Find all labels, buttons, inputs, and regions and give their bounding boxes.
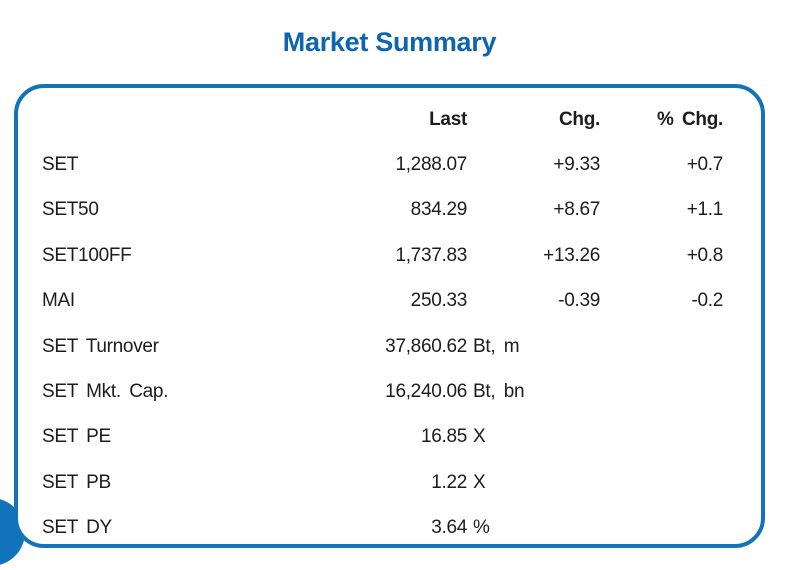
- chg-value: +8.67: [553, 199, 600, 221]
- pct-chg-value: +1.1: [686, 199, 724, 221]
- last-value: 834.29: [410, 199, 468, 221]
- row-label: SET PE: [42, 426, 111, 448]
- market-summary-card: Last Chg. % Chg. SET 1,288.07 +9.33 +0.7…: [14, 84, 765, 548]
- table-row: SET PB 1.22 X: [18, 460, 761, 505]
- table-row: MAI 250.33 -0.39 -0.2: [18, 279, 761, 324]
- last-value: 250.33: [410, 290, 468, 312]
- last-value: 1,288.07: [395, 154, 467, 176]
- chg-value: +9.33: [553, 154, 600, 176]
- row-label: SET100FF: [42, 244, 132, 266]
- row-label: SET Turnover: [42, 335, 159, 357]
- chg-value: -0.39: [558, 290, 600, 312]
- last-unit: %: [473, 517, 490, 539]
- page-title: Market Summary: [282, 27, 497, 57]
- row-label: SET PB: [42, 471, 111, 493]
- last-value: 1.22: [431, 471, 467, 493]
- pct-chg-value: -0.2: [691, 290, 723, 312]
- table-row: SET DY 3.64 %: [18, 506, 761, 551]
- last-value: 37,860.62: [385, 335, 467, 357]
- column-header-chg: Chg.: [558, 108, 600, 130]
- table-row: SET Turnover 37,860.62 Bt, m: [18, 324, 761, 369]
- last-value: 16,240.06: [385, 381, 467, 403]
- column-header-last: Last: [429, 108, 467, 130]
- last-unit: X: [473, 471, 486, 493]
- last-unit: X: [473, 426, 486, 448]
- last-unit: Bt, bn: [473, 381, 525, 403]
- table-row: SET PE 16.85 X: [18, 415, 761, 460]
- row-label: SET Mkt. Cap.: [42, 381, 169, 403]
- table-row: SET Mkt. Cap. 16,240.06 Bt, bn: [18, 369, 761, 414]
- last-value: 3.64: [431, 517, 467, 539]
- last-value: 16.85: [420, 426, 467, 448]
- table-header-row: Last Chg. % Chg.: [18, 97, 761, 142]
- row-label: SET DY: [42, 517, 112, 539]
- row-label: SET: [42, 154, 79, 176]
- pct-chg-value: +0.8: [686, 244, 724, 266]
- table-row: SET100FF 1,737.83 +13.26 +0.8: [18, 233, 761, 278]
- column-header-pct-chg: % Chg.: [656, 108, 723, 130]
- last-value: 1,737.83: [395, 244, 467, 266]
- chg-value: +13.26: [543, 244, 600, 266]
- last-unit: Bt, m: [473, 335, 520, 357]
- table-row: SET50 834.29 +8.67 +1.1: [18, 188, 761, 233]
- row-label: SET50: [42, 199, 99, 221]
- row-label: MAI: [42, 290, 75, 312]
- table-row: SET 1,288.07 +9.33 +0.7: [18, 142, 761, 187]
- pct-chg-value: +0.7: [686, 154, 724, 176]
